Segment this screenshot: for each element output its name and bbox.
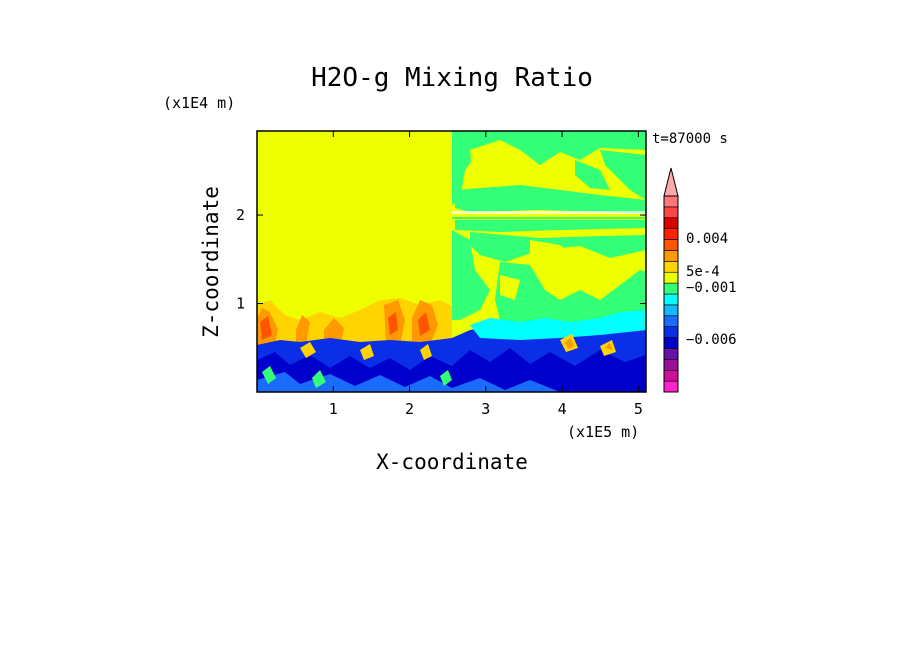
colorbar-level	[663, 217, 679, 229]
colorbar-label: 0.004	[686, 231, 728, 247]
x-tick-label: 4	[558, 400, 567, 418]
colorbar-level	[663, 195, 679, 208]
y-tick-label: 1	[236, 295, 245, 313]
x-tick-label: 5	[634, 400, 643, 418]
colorbar-level	[663, 293, 679, 306]
field-band	[452, 217, 646, 219]
colorbar-level	[663, 271, 679, 284]
x-tick-label: 3	[481, 400, 490, 418]
x-tick-label: 1	[329, 400, 338, 418]
colorbar-label: −0.001	[686, 280, 737, 296]
x-axis-title: X-coordinate	[376, 450, 528, 474]
x-unit-label: (x1E5 m)	[567, 423, 639, 441]
y-axis-title: Z-coordinate	[199, 186, 223, 338]
colorbar-level	[663, 348, 679, 360]
colorbar-level	[663, 261, 679, 273]
x-axis-ticks: 1 2 3 4 5	[329, 131, 643, 418]
field-lower-blue-band	[257, 310, 646, 392]
colorbar-level	[663, 206, 679, 219]
colorbar-extend-arrow	[663, 167, 679, 197]
colorbar-level	[663, 359, 679, 371]
colorbar-level	[663, 337, 679, 349]
field-light-yellow-patches	[470, 140, 620, 300]
colorbar-level	[663, 369, 679, 382]
colorbar-frame	[663, 195, 679, 393]
field-band	[452, 211, 646, 214]
chart-title: H2O-g Mixing Ratio	[311, 63, 593, 93]
time-label: t=87000 s	[652, 131, 728, 147]
field-deep-red-cores	[260, 312, 430, 340]
colorbar-level	[663, 250, 679, 262]
colorbar-label: 5e-4	[686, 264, 720, 280]
y-unit-label: (x1E4 m)	[163, 94, 235, 112]
y-tick-label: 2	[236, 206, 245, 224]
colorbar-label: −0.006	[686, 332, 737, 348]
heatmap-field	[257, 131, 646, 392]
colorbar: 0.004 5e-4−0.001 −0.006	[663, 167, 737, 393]
colorbar-level	[663, 315, 679, 327]
colorbar-level	[663, 380, 679, 393]
colorbar-level	[663, 239, 679, 251]
y-axis-ticks: 12	[236, 206, 646, 313]
colorbar-level	[663, 326, 679, 338]
plot-frame	[256, 130, 647, 393]
colorbar-level	[663, 228, 679, 240]
x-tick-label: 2	[405, 400, 414, 418]
colorbar-level	[663, 282, 679, 295]
colorbar-level	[663, 304, 679, 317]
